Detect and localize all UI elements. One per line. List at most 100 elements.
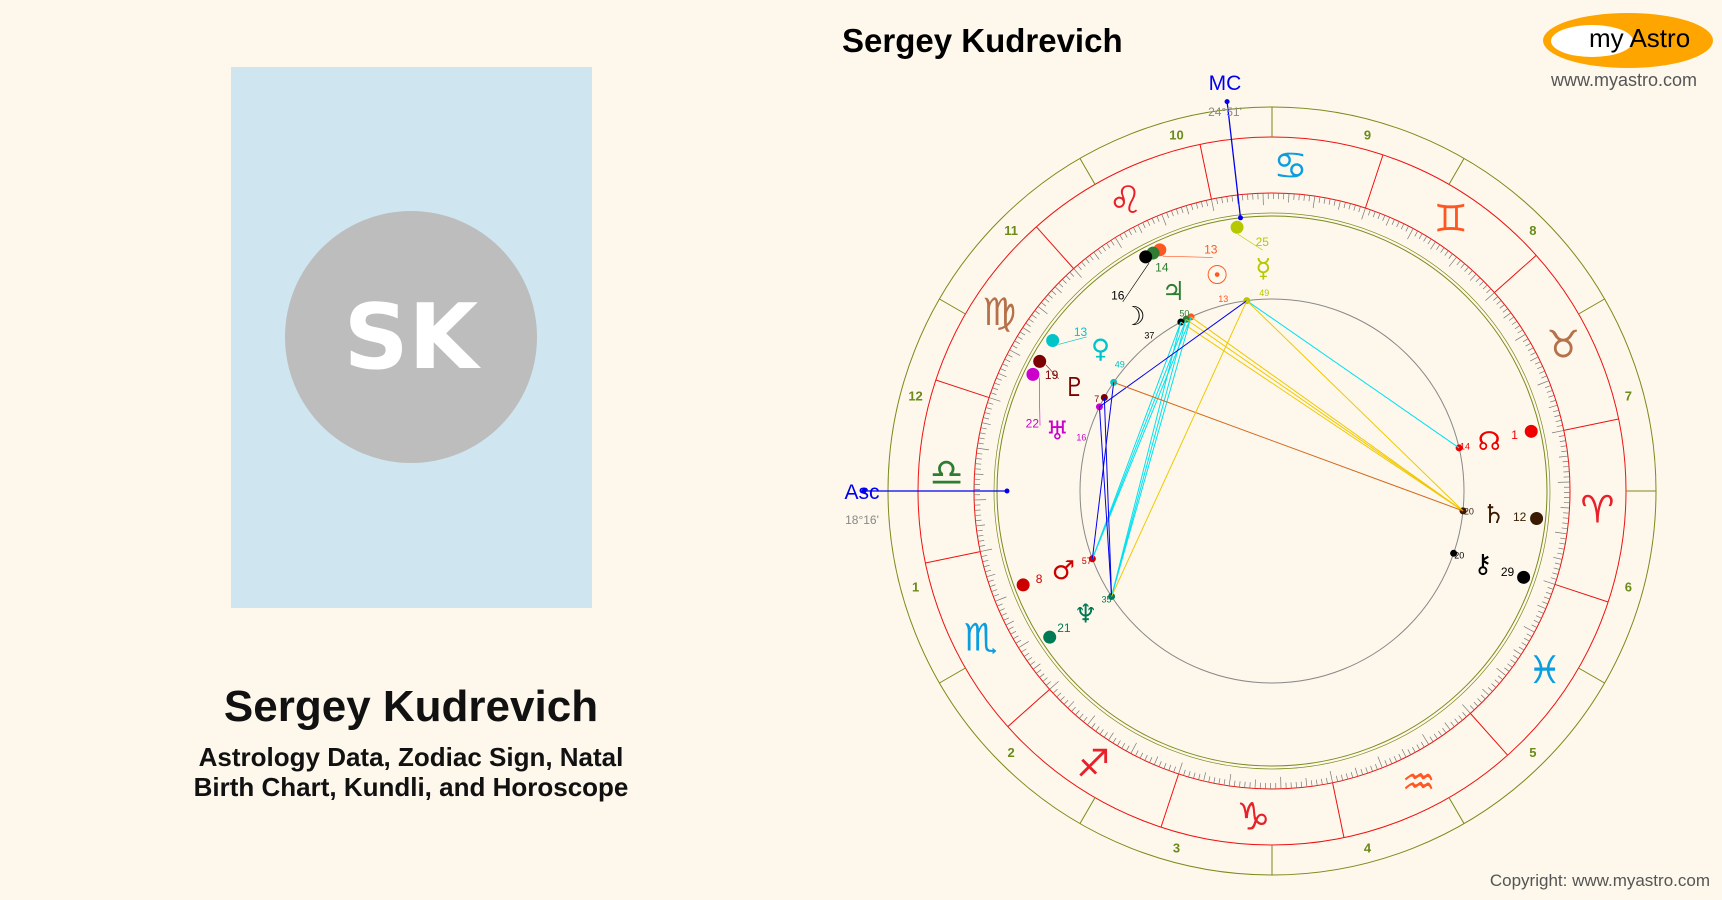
degree-tick [991,589,998,592]
degree-tick [1233,780,1236,787]
degree-tick [1541,375,1547,379]
house-number: 4 [1364,840,1372,855]
myastro-logo[interactable]: my Astro [1543,13,1713,68]
degree-tick [992,387,999,391]
planet-leader-line [1162,255,1213,258]
degree-tick [1091,723,1096,729]
site-url[interactable]: www.myastro.com [1551,70,1698,90]
degree-tick [1208,776,1211,783]
degree-tick [1438,730,1443,737]
degree-tick [1561,450,1568,453]
degree-tick [1382,215,1386,221]
degree-tick [1412,746,1416,753]
aries-sign-icon: ♈︎ [1580,488,1614,532]
degree-tick [1236,195,1239,205]
house-cusp [1578,667,1605,684]
degree-tick [1323,197,1326,204]
house-number: 7 [1625,388,1632,403]
degree-tick [1551,430,1564,434]
degree-tick [1308,195,1311,202]
degree-tick [1019,331,1026,336]
degree-tick [1469,273,1477,281]
planet-degree: 14 [1155,261,1169,275]
degree-tick [1119,234,1124,241]
degree-tick [1110,240,1115,246]
degree-tick [1002,363,1009,367]
degree-tick [981,555,988,558]
degree-tick [1231,195,1234,202]
profile-subtitle: Astrology Data, Zodiac Sign, Natal Birth … [111,742,711,802]
degree-tick [1545,591,1552,595]
degree-tick [1562,522,1569,524]
libra-sign-icon: ♎︎ [929,450,963,494]
degree-tick [995,596,1007,602]
degree-tick [983,417,990,420]
aquarius-sign-icon: ♒︎ [1402,760,1436,804]
degree-tick [987,402,994,405]
planet-minutes: 37 [1144,331,1154,341]
degree-tick [1067,701,1075,709]
degree-tick [1226,196,1229,203]
planet-leader-line [1122,262,1150,302]
degree-tick [1414,230,1419,237]
degree-tick [1458,715,1463,721]
degree-tick [1034,310,1040,315]
degree-tick [1560,537,1567,540]
degree-tick [1521,642,1527,646]
degree-tick [1101,245,1106,252]
degree-tick [975,463,982,465]
degree-tick [1487,687,1493,692]
planet-leader-line [1237,233,1263,251]
degree-tick [1085,258,1090,264]
degree-tick [1241,194,1244,201]
planet-degree: 12 [1513,510,1527,524]
degree-tick [1543,580,1556,585]
degree-tick [978,540,985,542]
degree-tick [1396,221,1400,228]
degree-tick [1416,744,1421,750]
degree-tick [1560,507,1570,509]
sign-boundary [1332,782,1345,838]
logo-astro: Astro [1629,23,1691,53]
degree-tick [996,377,1002,381]
uranus-icon: ♅︎ [1046,417,1069,447]
degree-tick [1200,201,1204,208]
degree-tick [1326,777,1328,784]
gemini-sign-icon: ♊︎ [1434,196,1468,240]
degree-tick [1032,663,1041,670]
degree-tick [1377,213,1381,220]
degree-tick [1044,298,1050,303]
degree-tick [1337,200,1341,210]
degree-tick [1448,253,1453,259]
degree-tick [1423,236,1427,242]
degree-tick [1333,199,1336,206]
degree-tick [977,534,984,537]
degree-tick [1553,556,1563,560]
degree-tick [1401,748,1407,758]
degree-tick [986,573,996,578]
degree-tick [994,382,1001,386]
planet-degree: 21 [1057,621,1071,635]
degree-tick [1496,300,1502,305]
degree-tick [1552,572,1559,575]
house-number: 6 [1625,580,1632,595]
degree-tick [1482,688,1490,696]
degree-tick [1558,455,1568,458]
degree-tick [1348,203,1351,210]
house-number: 11 [1004,223,1018,238]
degree-tick [1440,247,1445,253]
degree-tick [1444,250,1449,256]
avatar-initials: SK [343,284,479,390]
degree-tick [975,519,982,522]
degree-tick [1514,325,1521,330]
degree-tick [1546,390,1553,393]
degree-tick [1041,302,1047,307]
degree-tick [1544,385,1551,388]
degree-tick [1163,762,1167,769]
house-number: 8 [1529,223,1536,238]
subtitle-line-1: Astrology Data, Zodiac Sign, Natal [198,742,624,772]
degree-tick [977,442,984,445]
degree-tick [1535,615,1542,619]
degree-tick [999,608,1005,612]
degree-tick [1310,780,1313,787]
